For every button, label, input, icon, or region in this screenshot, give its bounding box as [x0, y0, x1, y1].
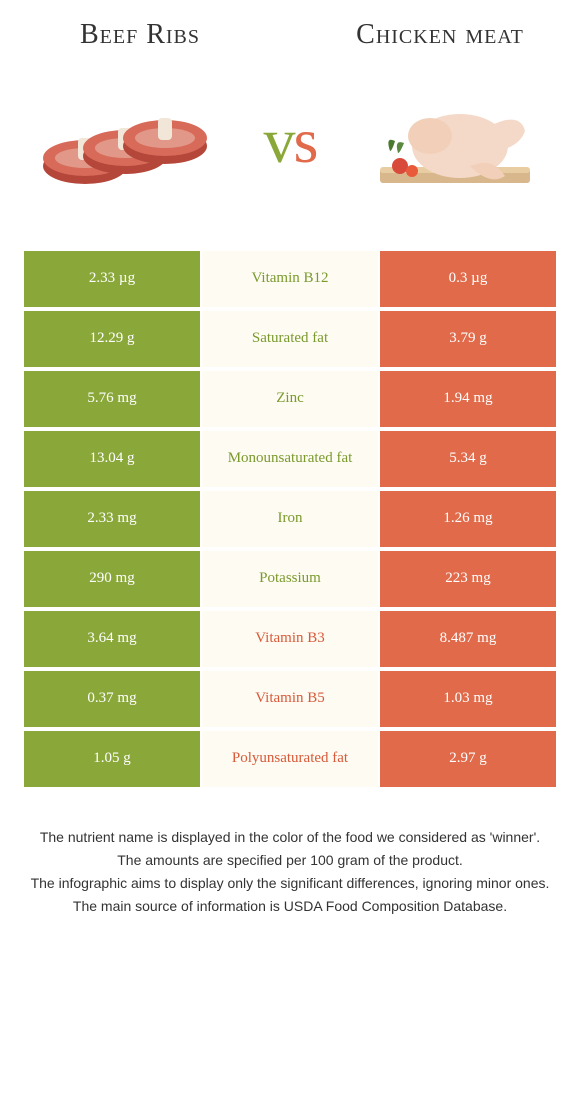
- footnote-line: The amounts are specified per 100 gram o…: [30, 850, 550, 871]
- left-food-image: [40, 81, 210, 201]
- right-value: 1.26 mg: [380, 491, 556, 547]
- footnotes: The nutrient name is displayed in the co…: [20, 827, 560, 917]
- footnote-line: The main source of information is USDA F…: [30, 896, 550, 917]
- right-value: 2.97 g: [380, 731, 556, 787]
- left-food-title: Beef Ribs: [40, 20, 240, 51]
- left-value: 1.05 g: [24, 731, 200, 787]
- table-row: 2.33 µgVitamin B120.3 µg: [24, 251, 556, 307]
- vs-right-char: s: [294, 105, 317, 176]
- nutrient-label: Polyunsaturated fat: [202, 731, 378, 787]
- table-row: 0.37 mgVitamin B51.03 mg: [24, 671, 556, 727]
- right-value: 1.03 mg: [380, 671, 556, 727]
- left-value: 0.37 mg: [24, 671, 200, 727]
- right-value: 223 mg: [380, 551, 556, 607]
- right-value: 5.34 g: [380, 431, 556, 487]
- table-row: 3.64 mgVitamin B38.487 mg: [24, 611, 556, 667]
- left-value: 3.64 mg: [24, 611, 200, 667]
- nutrient-label: Potassium: [202, 551, 378, 607]
- nutrient-label: Zinc: [202, 371, 378, 427]
- vs-label: vs: [264, 104, 317, 178]
- right-food-image: [370, 81, 540, 201]
- right-food-title: Chicken meat: [340, 20, 540, 51]
- nutrient-label: Vitamin B5: [202, 671, 378, 727]
- vs-left-char: v: [264, 105, 294, 176]
- table-row: 2.33 mgIron1.26 mg: [24, 491, 556, 547]
- left-value: 12.29 g: [24, 311, 200, 367]
- right-value: 1.94 mg: [380, 371, 556, 427]
- table-row: 290 mgPotassium223 mg: [24, 551, 556, 607]
- table-row: 13.04 gMonounsaturated fat5.34 g: [24, 431, 556, 487]
- left-value: 5.76 mg: [24, 371, 200, 427]
- table-row: 5.76 mgZinc1.94 mg: [24, 371, 556, 427]
- table-row: 12.29 gSaturated fat3.79 g: [24, 311, 556, 367]
- nutrient-label: Saturated fat: [202, 311, 378, 367]
- footnote-line: The nutrient name is displayed in the co…: [30, 827, 550, 848]
- images-row: vs: [20, 81, 560, 201]
- nutrient-label: Iron: [202, 491, 378, 547]
- comparison-table: 2.33 µgVitamin B120.3 µg12.29 gSaturated…: [24, 251, 556, 787]
- table-row: 1.05 gPolyunsaturated fat2.97 g: [24, 731, 556, 787]
- right-value: 8.487 mg: [380, 611, 556, 667]
- left-value: 290 mg: [24, 551, 200, 607]
- right-value: 0.3 µg: [380, 251, 556, 307]
- right-value: 3.79 g: [380, 311, 556, 367]
- nutrient-label: Vitamin B12: [202, 251, 378, 307]
- footnote-line: The infographic aims to display only the…: [30, 873, 550, 894]
- header: Beef Ribs Chicken meat: [20, 20, 560, 51]
- left-value: 13.04 g: [24, 431, 200, 487]
- nutrient-label: Vitamin B3: [202, 611, 378, 667]
- nutrient-label: Monounsaturated fat: [202, 431, 378, 487]
- left-value: 2.33 mg: [24, 491, 200, 547]
- left-value: 2.33 µg: [24, 251, 200, 307]
